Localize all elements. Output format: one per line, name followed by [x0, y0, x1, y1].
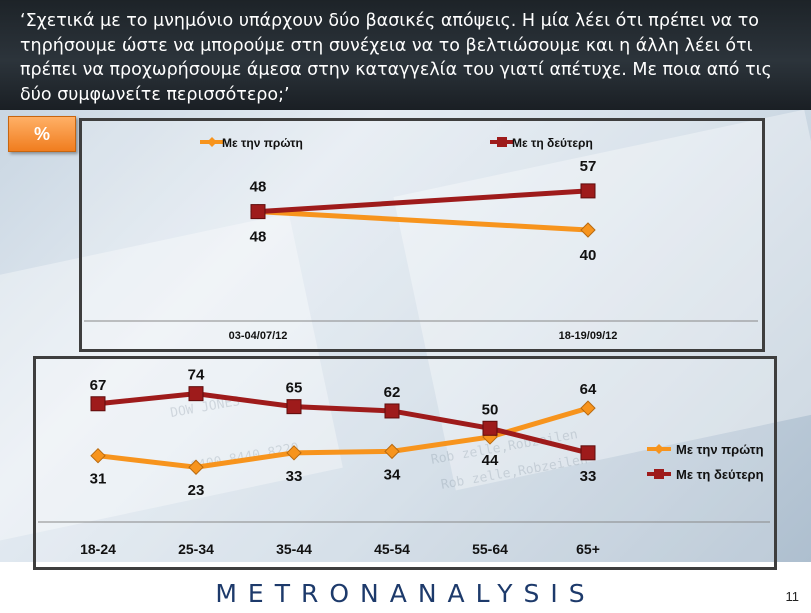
- data-point-first-5: [580, 400, 596, 416]
- series-line-first: [257, 209, 589, 233]
- footer: METRONANALYSIS 11: [0, 573, 811, 613]
- data-label-second-1: 57: [580, 158, 597, 175]
- legend-label-second: Με τη δεύτερη: [512, 136, 593, 150]
- data-label-second-5: 33: [580, 468, 597, 485]
- legend-marker-first: [207, 137, 217, 147]
- trend-line-chart: Με την πρώτη Με τη δεύτερη 48 40 48 57 03-04/0…: [84, 136, 758, 342]
- data-point-second-1: [580, 183, 596, 199]
- title-bar: ‘Σχετικά με το μνημόνιο υπάρχουν δύο βασ…: [0, 0, 811, 110]
- data-label-second-1: 74: [188, 367, 205, 384]
- x-tick-label-0: 03-04/07/12: [229, 330, 288, 342]
- data-label-second-0: 67: [90, 377, 107, 394]
- data-label-first-4: 44: [482, 452, 499, 469]
- data-point-first-1: [580, 222, 596, 238]
- data-label-second-4: 50: [482, 401, 499, 418]
- data-point-second-1: [188, 386, 204, 402]
- data-point-first-0: [90, 447, 106, 464]
- page-number: 11: [785, 589, 800, 604]
- data-label-first-2: 33: [286, 468, 303, 485]
- data-label-first-0: 48: [250, 229, 267, 246]
- data-point-second-0: [250, 204, 266, 220]
- legend-marker-second: [497, 137, 507, 147]
- data-label-first-1: 40: [580, 247, 597, 264]
- data-point-first-1: [188, 459, 204, 475]
- legend-label-first: Με την πρώτη: [222, 136, 303, 150]
- x-tick-label-0: 18-24: [80, 541, 116, 557]
- percent-badge: %: [8, 116, 76, 152]
- age-chart-panel: 31 23 33 34 44 64 67 74 65 62 50 33 18-24 25-34 35-44 4…: [33, 356, 777, 570]
- data-point-second-2: [286, 399, 302, 415]
- brand-logo-text: METRONANALYSIS: [215, 579, 596, 608]
- data-label-first-1: 23: [188, 482, 205, 499]
- legend-label-second: Με τη δεύτερη: [676, 467, 764, 482]
- data-point-first-2: [286, 445, 302, 461]
- data-label-first-3: 34: [384, 466, 401, 483]
- x-tick-label-5: 65+: [576, 541, 600, 557]
- background-image: Rob zelle,Robzeilen Rob zelle,Robzeilen …: [0, 110, 811, 562]
- data-label-second-0: 48: [250, 179, 267, 196]
- trend-chart-panel: Με την πρώτη Με τη δεύτερη 48 40 48 57 03-04/0…: [79, 118, 765, 352]
- legend-label-first: Με την πρώτη: [676, 442, 764, 457]
- data-point-first-3: [384, 443, 400, 460]
- data-point-second-4: [482, 420, 498, 436]
- legend-marker-first: [654, 444, 664, 454]
- data-point-second-5: [580, 445, 596, 461]
- x-tick-label-1: 25-34: [178, 541, 214, 557]
- age-line-chart: 31 23 33 34 44 64 67 74 65 62 50 33 18-24 25-34 35-44 4…: [38, 367, 770, 557]
- series-line-second: [257, 188, 589, 215]
- x-tick-label-4: 55-64: [472, 541, 508, 557]
- x-tick-label-3: 45-54: [374, 541, 410, 557]
- data-label-second-3: 62: [384, 384, 401, 401]
- data-label-second-2: 65: [286, 380, 303, 397]
- data-label-first-0: 31: [90, 471, 107, 488]
- series-line-first: [97, 405, 589, 470]
- survey-question: ‘Σχετικά με το μνημόνιο υπάρχουν δύο βασ…: [20, 11, 772, 105]
- data-label-first-5: 64: [580, 381, 597, 398]
- x-tick-label-1: 18-19/09/12: [559, 330, 618, 342]
- legend-marker-second: [654, 469, 664, 479]
- data-point-second-0: [90, 396, 106, 412]
- series-line-second: [97, 391, 589, 456]
- data-point-second-3: [384, 403, 400, 419]
- x-tick-label-2: 35-44: [276, 541, 312, 557]
